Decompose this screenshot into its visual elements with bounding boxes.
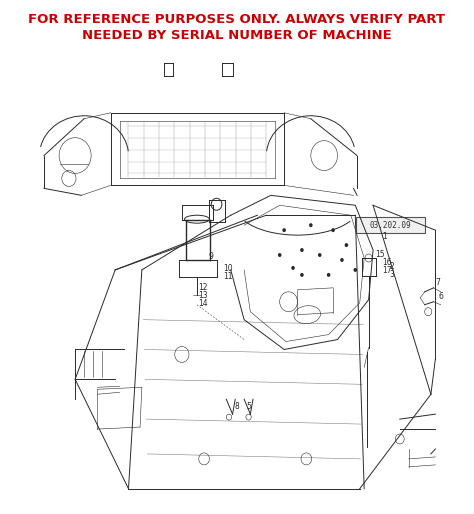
Text: 12: 12 (198, 283, 207, 292)
Text: 03.202.09: 03.202.09 (369, 221, 411, 230)
Text: 6: 6 (439, 292, 444, 301)
Circle shape (340, 258, 344, 262)
Circle shape (300, 248, 304, 252)
Text: 5: 5 (247, 402, 252, 411)
Text: 15: 15 (375, 250, 384, 259)
Circle shape (327, 273, 330, 277)
Circle shape (318, 253, 321, 257)
Text: 3: 3 (389, 270, 394, 279)
Text: 14: 14 (198, 299, 208, 308)
Text: 9: 9 (209, 252, 213, 261)
Circle shape (345, 243, 348, 247)
Circle shape (354, 268, 357, 272)
Text: 7: 7 (435, 278, 440, 287)
Circle shape (291, 266, 295, 270)
Text: 8: 8 (234, 402, 239, 411)
Circle shape (300, 273, 304, 277)
Circle shape (331, 228, 335, 232)
Circle shape (283, 228, 286, 232)
Text: 1: 1 (382, 232, 387, 241)
Text: NEEDED BY SERIAL NUMBER OF MACHINE: NEEDED BY SERIAL NUMBER OF MACHINE (82, 29, 392, 42)
Text: 16: 16 (382, 258, 392, 267)
Text: 17: 17 (382, 266, 392, 275)
Text: FOR REFERENCE PURPOSES ONLY. ALWAYS VERIFY PART: FOR REFERENCE PURPOSES ONLY. ALWAYS VERI… (28, 13, 446, 26)
Text: 11: 11 (224, 272, 233, 281)
Circle shape (278, 253, 282, 257)
FancyBboxPatch shape (356, 217, 425, 233)
Circle shape (309, 223, 312, 227)
Text: 13: 13 (198, 291, 208, 300)
Text: 2: 2 (389, 262, 394, 271)
Text: 10: 10 (224, 264, 233, 273)
